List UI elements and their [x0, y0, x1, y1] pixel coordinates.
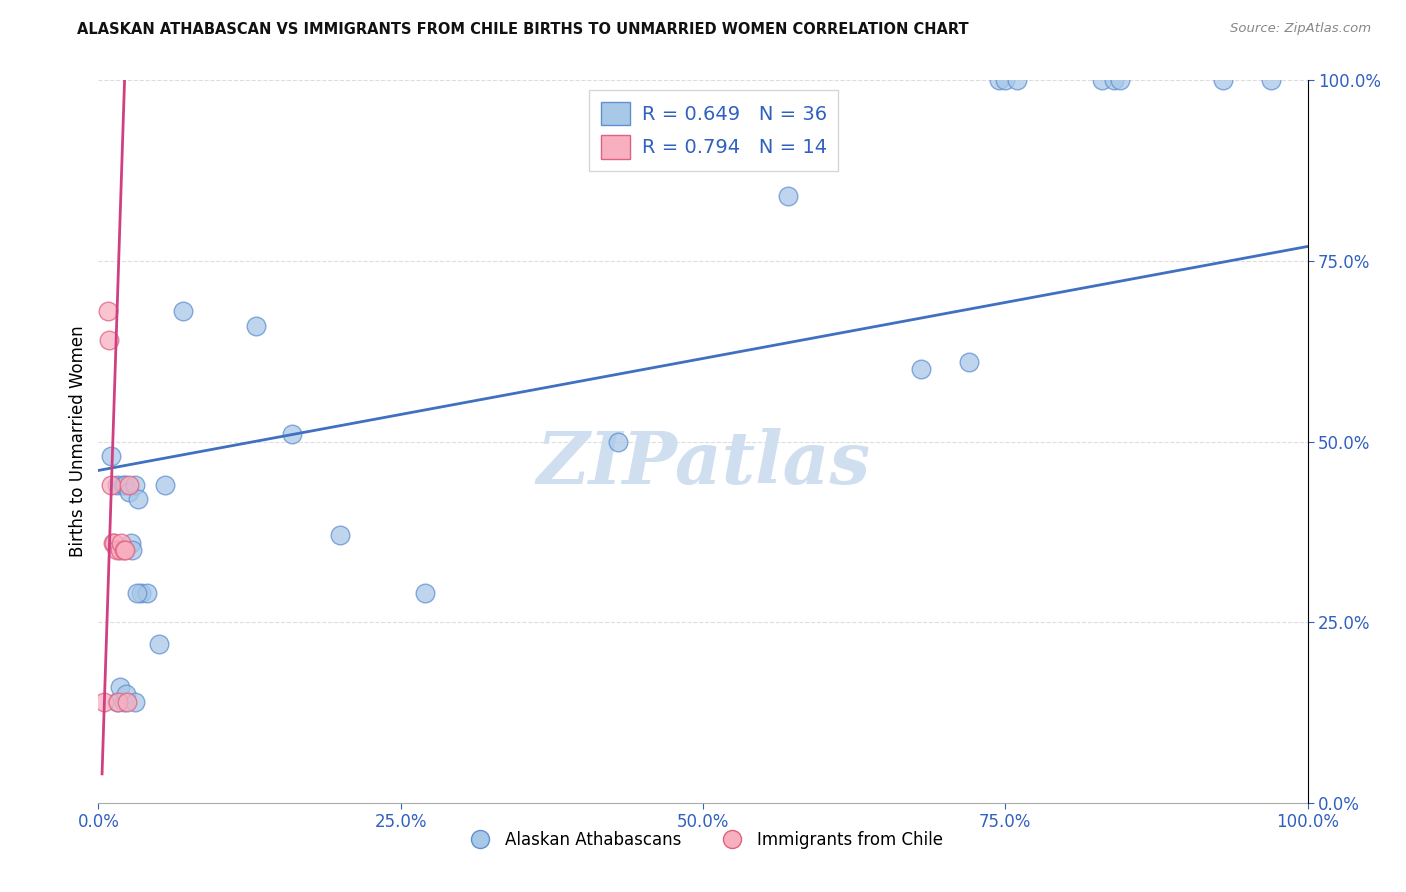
- Text: Source: ZipAtlas.com: Source: ZipAtlas.com: [1230, 22, 1371, 36]
- Point: [112, 542, 135, 557]
- Point: [1007, 73, 1029, 87]
- Point: [121, 542, 143, 557]
- Point: [988, 73, 1011, 87]
- Point: [101, 535, 124, 549]
- Point: [100, 478, 122, 492]
- Point: [129, 586, 152, 600]
- Point: [1091, 73, 1114, 87]
- Point: [153, 478, 176, 492]
- Text: ZIPatlas: ZIPatlas: [536, 428, 870, 499]
- Point: [127, 586, 149, 600]
- Point: [105, 478, 128, 492]
- Point: [281, 427, 304, 442]
- Point: [115, 687, 138, 701]
- Point: [994, 73, 1017, 87]
- Point: [127, 492, 149, 507]
- Point: [124, 478, 146, 492]
- Point: [93, 695, 115, 709]
- Point: [108, 680, 131, 694]
- Point: [413, 586, 436, 600]
- Point: [105, 695, 128, 709]
- Point: [100, 449, 122, 463]
- Point: [776, 189, 799, 203]
- Point: [120, 535, 142, 549]
- Legend: Alaskan Athabascans, Immigrants from Chile: Alaskan Athabascans, Immigrants from Chi…: [457, 824, 949, 856]
- Point: [1109, 73, 1132, 87]
- Point: [172, 304, 194, 318]
- Point: [1260, 73, 1282, 87]
- Point: [1102, 73, 1125, 87]
- Point: [117, 695, 139, 709]
- Point: [103, 535, 125, 549]
- Point: [124, 695, 146, 709]
- Point: [112, 695, 135, 709]
- Point: [97, 304, 120, 318]
- Point: [957, 355, 980, 369]
- Point: [607, 434, 630, 449]
- Point: [118, 478, 141, 492]
- Point: [111, 478, 134, 492]
- Point: [108, 542, 131, 557]
- Point: [107, 695, 129, 709]
- Text: ALASKAN ATHABASCAN VS IMMIGRANTS FROM CHILE BIRTHS TO UNMARRIED WOMEN CORRELATIO: ALASKAN ATHABASCAN VS IMMIGRANTS FROM CH…: [77, 22, 969, 37]
- Point: [114, 478, 136, 492]
- Point: [110, 535, 132, 549]
- Point: [329, 528, 352, 542]
- Point: [1212, 73, 1234, 87]
- Point: [114, 542, 136, 557]
- Y-axis label: Births to Unmarried Women: Births to Unmarried Women: [69, 326, 87, 558]
- Point: [910, 362, 932, 376]
- Point: [148, 637, 170, 651]
- Point: [135, 586, 157, 600]
- Point: [118, 485, 141, 500]
- Point: [245, 318, 267, 333]
- Point: [98, 334, 121, 348]
- Point: [105, 542, 128, 557]
